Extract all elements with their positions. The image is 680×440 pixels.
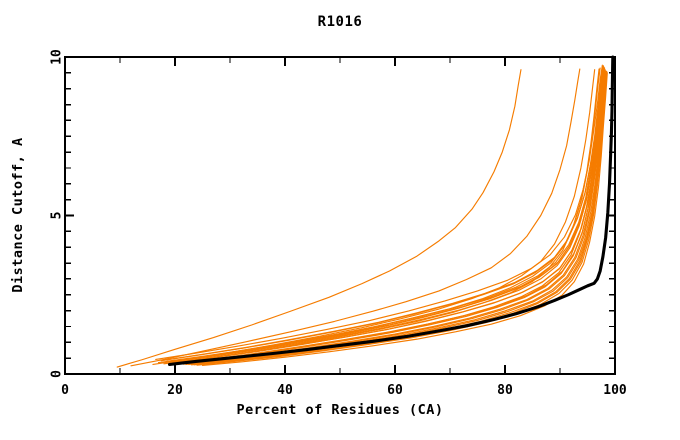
x-axis-tick-label: 80 (497, 383, 513, 398)
x-axis-tick-label: 60 (387, 383, 403, 398)
x-axis-tick-label: 0 (61, 383, 69, 398)
y-axis-tick-label: 5 (50, 212, 65, 220)
y-axis-tick-label: 10 (50, 49, 65, 65)
prediction-curve (163, 65, 605, 361)
x-axis-tick-label: 20 (167, 383, 183, 398)
axis-tick-labels-layer: 0 20 40 60 80 100 0 5 10 (50, 49, 627, 398)
prediction-curve (196, 71, 608, 366)
prediction-curve (174, 66, 605, 362)
axis-ticks-layer (64, 56, 616, 375)
prediction-curve (193, 71, 608, 366)
chart-title: R1016 (318, 14, 363, 30)
prediction-curve (155, 64, 603, 360)
prediction-curve (174, 67, 606, 363)
reference-curve (167, 55, 615, 367)
prediction-curve (116, 69, 522, 368)
series-layer (116, 55, 615, 368)
prediction-curve (179, 68, 606, 364)
prediction-curve (130, 68, 581, 367)
x-axis-tick-label: 100 (603, 383, 627, 398)
y-axis-title: Distance Cutoff, A (10, 137, 26, 292)
x-axis-tick-label: 40 (277, 383, 293, 398)
y-axis-tick-label: 0 (50, 370, 65, 378)
x-axis-title: Percent of Residues (CA) (236, 402, 443, 418)
prediction-curve (166, 66, 605, 362)
